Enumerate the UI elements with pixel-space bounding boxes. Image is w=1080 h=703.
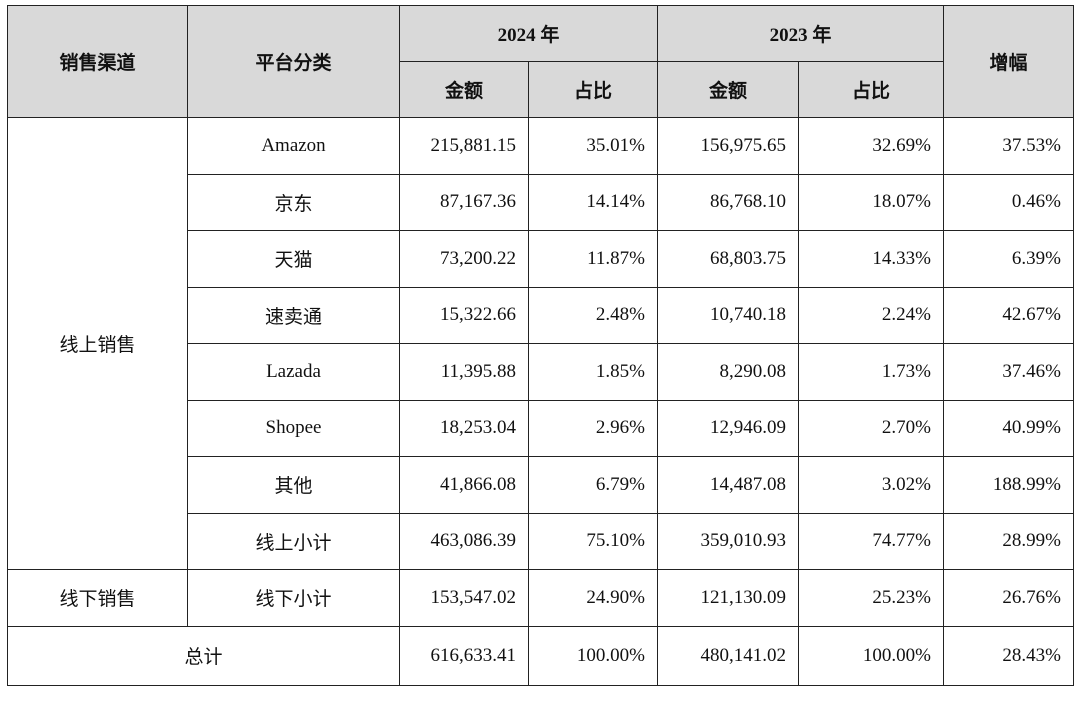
platform-cell: 线下小计 bbox=[187, 569, 400, 627]
value-cell: 11,395.88 bbox=[399, 343, 529, 401]
value-cell: 616,633.41 bbox=[399, 625, 529, 686]
value-cell: 42.67% bbox=[943, 286, 1074, 344]
value-cell: 14.33% bbox=[798, 230, 944, 288]
value-cell: 10,740.18 bbox=[657, 286, 799, 344]
value-cell: 73,200.22 bbox=[399, 230, 529, 288]
value-cell: 153,547.02 bbox=[399, 569, 529, 627]
value-cell: 14,487.08 bbox=[657, 456, 799, 514]
value-cell: 6.39% bbox=[943, 230, 1074, 288]
value-cell: 68,803.75 bbox=[657, 230, 799, 288]
value-cell: 11.87% bbox=[528, 230, 658, 288]
value-cell: 35.01% bbox=[528, 117, 658, 175]
header-row: 销售渠道 平台分类 2024 年 2023 年 增幅 bbox=[7, 5, 1074, 118]
value-cell: 121,130.09 bbox=[657, 569, 799, 627]
data-row: 其他 41,866.08 6.79% 14,487.08 3.02% 188.99% bbox=[8, 456, 1074, 514]
header-cell: 金额 bbox=[399, 61, 529, 118]
value-cell: 188.99% bbox=[943, 456, 1074, 514]
platform-cell: Amazon bbox=[187, 117, 400, 175]
value-cell: 26.76% bbox=[943, 569, 1074, 627]
sales-table: 销售渠道 平台分类 2024 年 2023 年 增幅 金额 占比 金额 占比 线… bbox=[7, 5, 1074, 686]
value-cell: 15,322.66 bbox=[399, 286, 529, 344]
value-cell: 18,253.04 bbox=[399, 399, 529, 457]
value-cell: 6.79% bbox=[528, 456, 658, 514]
header-cell: 金额 bbox=[657, 61, 799, 118]
platform-cell: 其他 bbox=[187, 456, 400, 514]
value-cell: 0.46% bbox=[943, 173, 1074, 231]
value-cell: 359,010.93 bbox=[657, 512, 799, 570]
data-row: Shopee 18,253.04 2.96% 12,946.09 2.70% 40.99% bbox=[8, 399, 1074, 457]
value-cell: 215,881.15 bbox=[399, 117, 529, 175]
value-cell: 8,290.08 bbox=[657, 343, 799, 401]
value-cell: 2.48% bbox=[528, 286, 658, 344]
value-cell: 87,167.36 bbox=[399, 173, 529, 231]
value-cell: 14.14% bbox=[528, 173, 658, 231]
value-cell: 40.99% bbox=[943, 399, 1074, 457]
data-row: 天猫 73,200.22 11.87% 68,803.75 14.33% 6.39% bbox=[8, 230, 1074, 288]
value-cell: 25.23% bbox=[798, 569, 944, 627]
total-label: 总计 bbox=[7, 625, 400, 686]
header-cell: 销售渠道 bbox=[7, 5, 188, 118]
value-cell: 480,141.02 bbox=[657, 625, 799, 686]
header-cell: 占比 bbox=[528, 61, 658, 118]
value-cell: 2.24% bbox=[798, 286, 944, 344]
value-cell: 100.00% bbox=[528, 625, 658, 686]
value-cell: 12,946.09 bbox=[657, 399, 799, 457]
value-cell: 86,768.10 bbox=[657, 173, 799, 231]
platform-cell: 天猫 bbox=[187, 230, 400, 288]
total-row: 总计 616,633.41 100.00% 480,141.02 100.00% 28.4… bbox=[7, 625, 1074, 686]
data-row: Lazada 11,395.88 1.85% 8,290.08 1.73% 37.46% bbox=[8, 343, 1074, 401]
value-cell: 28.99% bbox=[943, 512, 1074, 570]
value-cell: 37.46% bbox=[943, 343, 1074, 401]
value-cell: 74.77% bbox=[798, 512, 944, 570]
value-cell: 37.53% bbox=[943, 117, 1074, 175]
header-cell: 平台分类 bbox=[187, 5, 400, 118]
platform-cell: Shopee bbox=[187, 399, 400, 457]
value-cell: 2.96% bbox=[528, 399, 658, 457]
value-cell: 75.10% bbox=[528, 512, 658, 570]
data-row: 京东 87,167.36 14.14% 86,768.10 18.07% 0.46% bbox=[8, 173, 1074, 231]
value-cell: 18.07% bbox=[798, 173, 944, 231]
value-cell: 41,866.08 bbox=[399, 456, 529, 514]
value-cell: 24.90% bbox=[528, 569, 658, 627]
data-row: 线上销售 Amazon 215,881.15 35.01% 156,975.65 32.6… bbox=[7, 117, 1074, 570]
platform-cell: 京东 bbox=[187, 173, 400, 231]
value-cell: 32.69% bbox=[798, 117, 944, 175]
channel-cell: 线上销售 bbox=[7, 117, 188, 570]
platform-cell: Lazada bbox=[187, 343, 400, 401]
data-row: 线下销售 线下小计 153,547.02 24.90% 121,130.09 25.23%… bbox=[7, 569, 1074, 627]
data-row: 线上小计 463,086.39 75.10% 359,010.93 74.77% 28.9… bbox=[8, 512, 1074, 570]
value-cell: 463,086.39 bbox=[399, 512, 529, 570]
platform-cell: 线上小计 bbox=[187, 512, 400, 570]
value-cell: 28.43% bbox=[943, 625, 1074, 686]
value-cell: 100.00% bbox=[798, 625, 944, 686]
value-cell: 1.73% bbox=[798, 343, 944, 401]
header-cell: 增幅 bbox=[943, 5, 1074, 118]
value-cell: 156,975.65 bbox=[657, 117, 799, 175]
platform-cell: 速卖通 bbox=[187, 286, 400, 344]
table-body: 线上销售 Amazon 215,881.15 35.01% 156,975.65 32.6… bbox=[7, 117, 1074, 686]
header-cell: 2023 年 bbox=[657, 5, 944, 62]
header-row: 金额 占比 金额 占比 bbox=[8, 61, 1074, 118]
value-cell: 3.02% bbox=[798, 456, 944, 514]
channel-cell: 线下销售 bbox=[7, 569, 188, 627]
value-cell: 1.85% bbox=[528, 343, 658, 401]
value-cell: 2.70% bbox=[798, 399, 944, 457]
data-row: 速卖通 15,322.66 2.48% 10,740.18 2.24% 42.67% bbox=[8, 286, 1074, 344]
header-cell: 2024 年 bbox=[399, 5, 658, 62]
header-cell: 占比 bbox=[798, 61, 944, 118]
